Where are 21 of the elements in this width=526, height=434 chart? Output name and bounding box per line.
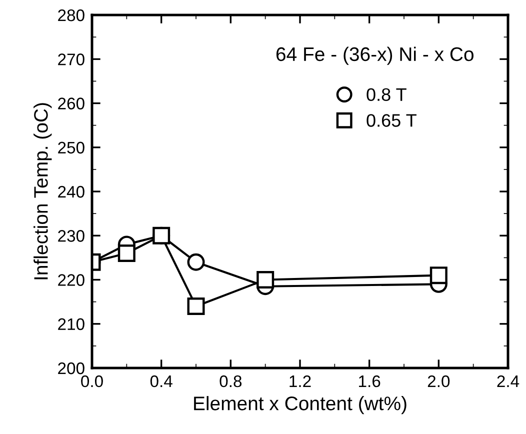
legend-label: 0.65 T: [366, 114, 416, 127]
y-axis-title: Inflection Temp. (oC): [34, 103, 52, 280]
y-tick-label: 280: [58, 9, 84, 22]
y-tick-label: 260: [58, 98, 84, 110]
y-tick-label: 270: [58, 54, 84, 66]
y-tick-label: 230: [58, 230, 84, 242]
x-tick-label: 1.2: [290, 375, 311, 388]
x-tick-label: 1.6: [359, 375, 380, 388]
legend-label: 0.8 T: [366, 88, 406, 101]
y-tick-label: 210: [58, 318, 84, 330]
x-tick-label: 2.4: [497, 375, 520, 388]
x-tick-label: 0.8: [220, 375, 242, 388]
annotation: 64 Fe - (36-x) Ni - x Co: [276, 46, 474, 65]
y-tick-label: 250: [58, 142, 84, 154]
x-tick-label: 0.4: [150, 375, 172, 388]
y-tick-label: 240: [58, 186, 84, 198]
x-tick-label: 0.0: [81, 375, 103, 388]
y-tick-label: 220: [58, 274, 84, 286]
x-tick-label: 2.0: [428, 375, 450, 388]
x-axis-title: Element x Content (wt%): [194, 396, 406, 414]
y-tick-label: 200: [58, 362, 84, 374]
